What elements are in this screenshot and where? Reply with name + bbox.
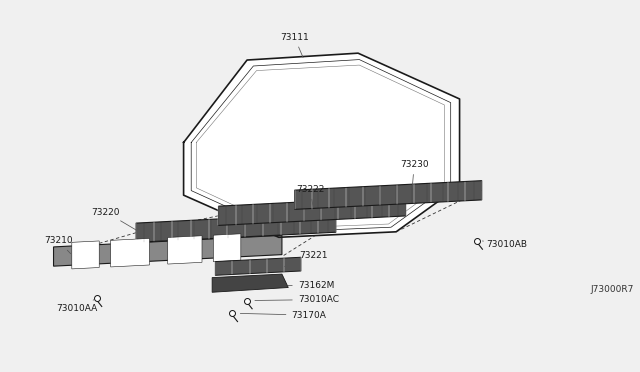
Polygon shape	[212, 274, 288, 292]
Text: 73221: 73221	[285, 251, 328, 267]
Polygon shape	[215, 257, 301, 275]
Polygon shape	[111, 238, 150, 267]
Text: 73010AB: 73010AB	[483, 240, 527, 248]
Text: 73170A: 73170A	[240, 311, 326, 320]
Text: 73010AA: 73010AA	[57, 299, 98, 313]
Polygon shape	[294, 181, 482, 209]
Polygon shape	[54, 235, 282, 266]
Polygon shape	[136, 213, 336, 242]
Text: 73222: 73222	[296, 185, 324, 207]
Text: 73220: 73220	[92, 208, 137, 230]
Polygon shape	[213, 234, 241, 262]
Text: 73111: 73111	[280, 33, 308, 58]
Polygon shape	[184, 53, 460, 237]
Text: 73010AC: 73010AC	[255, 295, 339, 304]
Text: 73230: 73230	[400, 160, 429, 188]
Text: J73000R7: J73000R7	[591, 285, 634, 294]
Text: 73210: 73210	[44, 237, 73, 254]
Text: 73162M: 73162M	[288, 281, 334, 291]
Polygon shape	[218, 197, 406, 225]
Polygon shape	[168, 236, 202, 264]
Polygon shape	[72, 241, 99, 269]
